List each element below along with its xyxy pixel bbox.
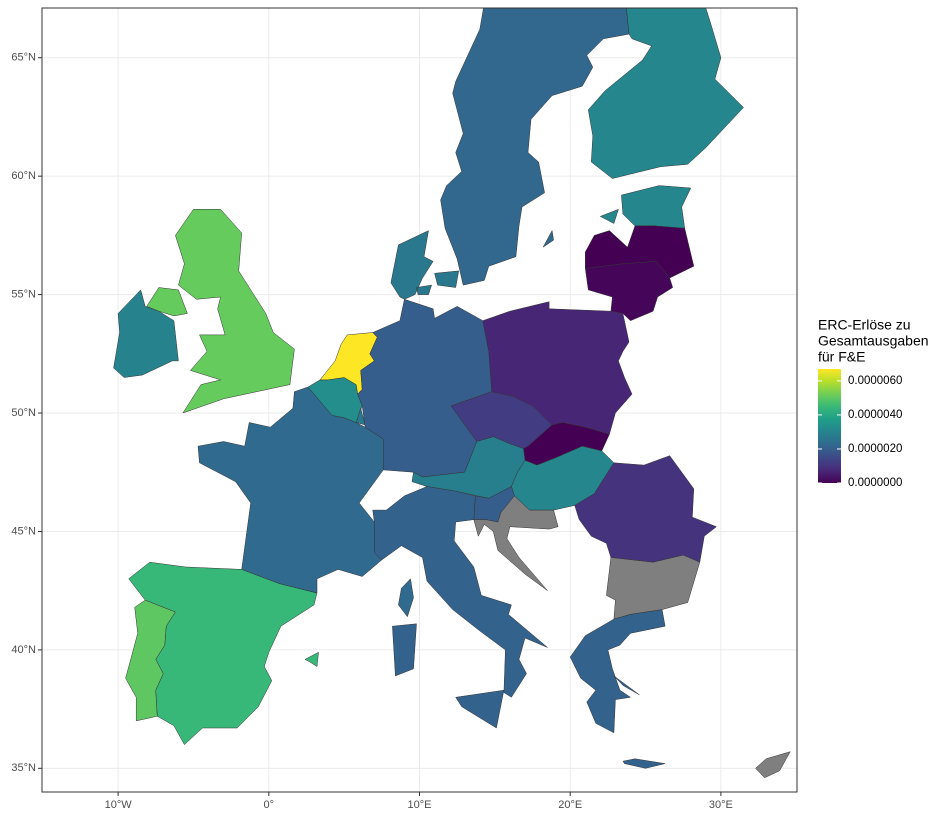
region <box>355 408 366 426</box>
y-tick-label: 60°N <box>11 170 36 182</box>
y-tick-label: 45°N <box>11 525 36 537</box>
legend-tick-label: 0.0000020 <box>848 443 902 455</box>
y-tick-label: 40°N <box>11 644 36 656</box>
colorbar <box>818 369 841 483</box>
y-tick-label: 55°N <box>11 289 36 301</box>
region <box>473 495 559 591</box>
legend-title: Gesamtausgaben <box>818 333 929 349</box>
region <box>574 455 717 563</box>
legend-tick-label: 0.0000060 <box>848 375 902 387</box>
map <box>113 8 791 779</box>
y-tick-label: 35°N <box>11 762 36 774</box>
region <box>588 8 744 179</box>
x-tick-label: 0° <box>264 799 275 811</box>
region <box>146 209 295 414</box>
x-tick-label: 10°E <box>408 799 432 811</box>
legend-tick-label: 0.0000000 <box>848 477 902 489</box>
y-tick-label: 50°N <box>11 407 36 419</box>
legend-tick-label: 0.0000040 <box>848 409 902 421</box>
x-tick-label: 20°E <box>558 799 582 811</box>
region <box>585 261 673 321</box>
region <box>372 486 548 729</box>
region <box>390 230 459 300</box>
region <box>113 289 179 378</box>
region <box>440 8 630 286</box>
region <box>755 751 791 779</box>
legend: ERC-Erlöse zu Gesamtausgaben für F&E 0.0… <box>818 317 929 489</box>
legend-title: für F&E <box>818 349 865 365</box>
x-tick-label: 10°W <box>105 799 133 811</box>
legend-title: ERC-Erlöse zu <box>818 317 911 333</box>
axes: 10°W 0° 10°E 20°E 30°E 35°N 40°N 45°N 50°N 55°N 60… <box>11 52 732 811</box>
region <box>569 609 666 769</box>
y-tick-label: 65°N <box>11 52 36 64</box>
x-tick-label: 30°E <box>709 799 733 811</box>
